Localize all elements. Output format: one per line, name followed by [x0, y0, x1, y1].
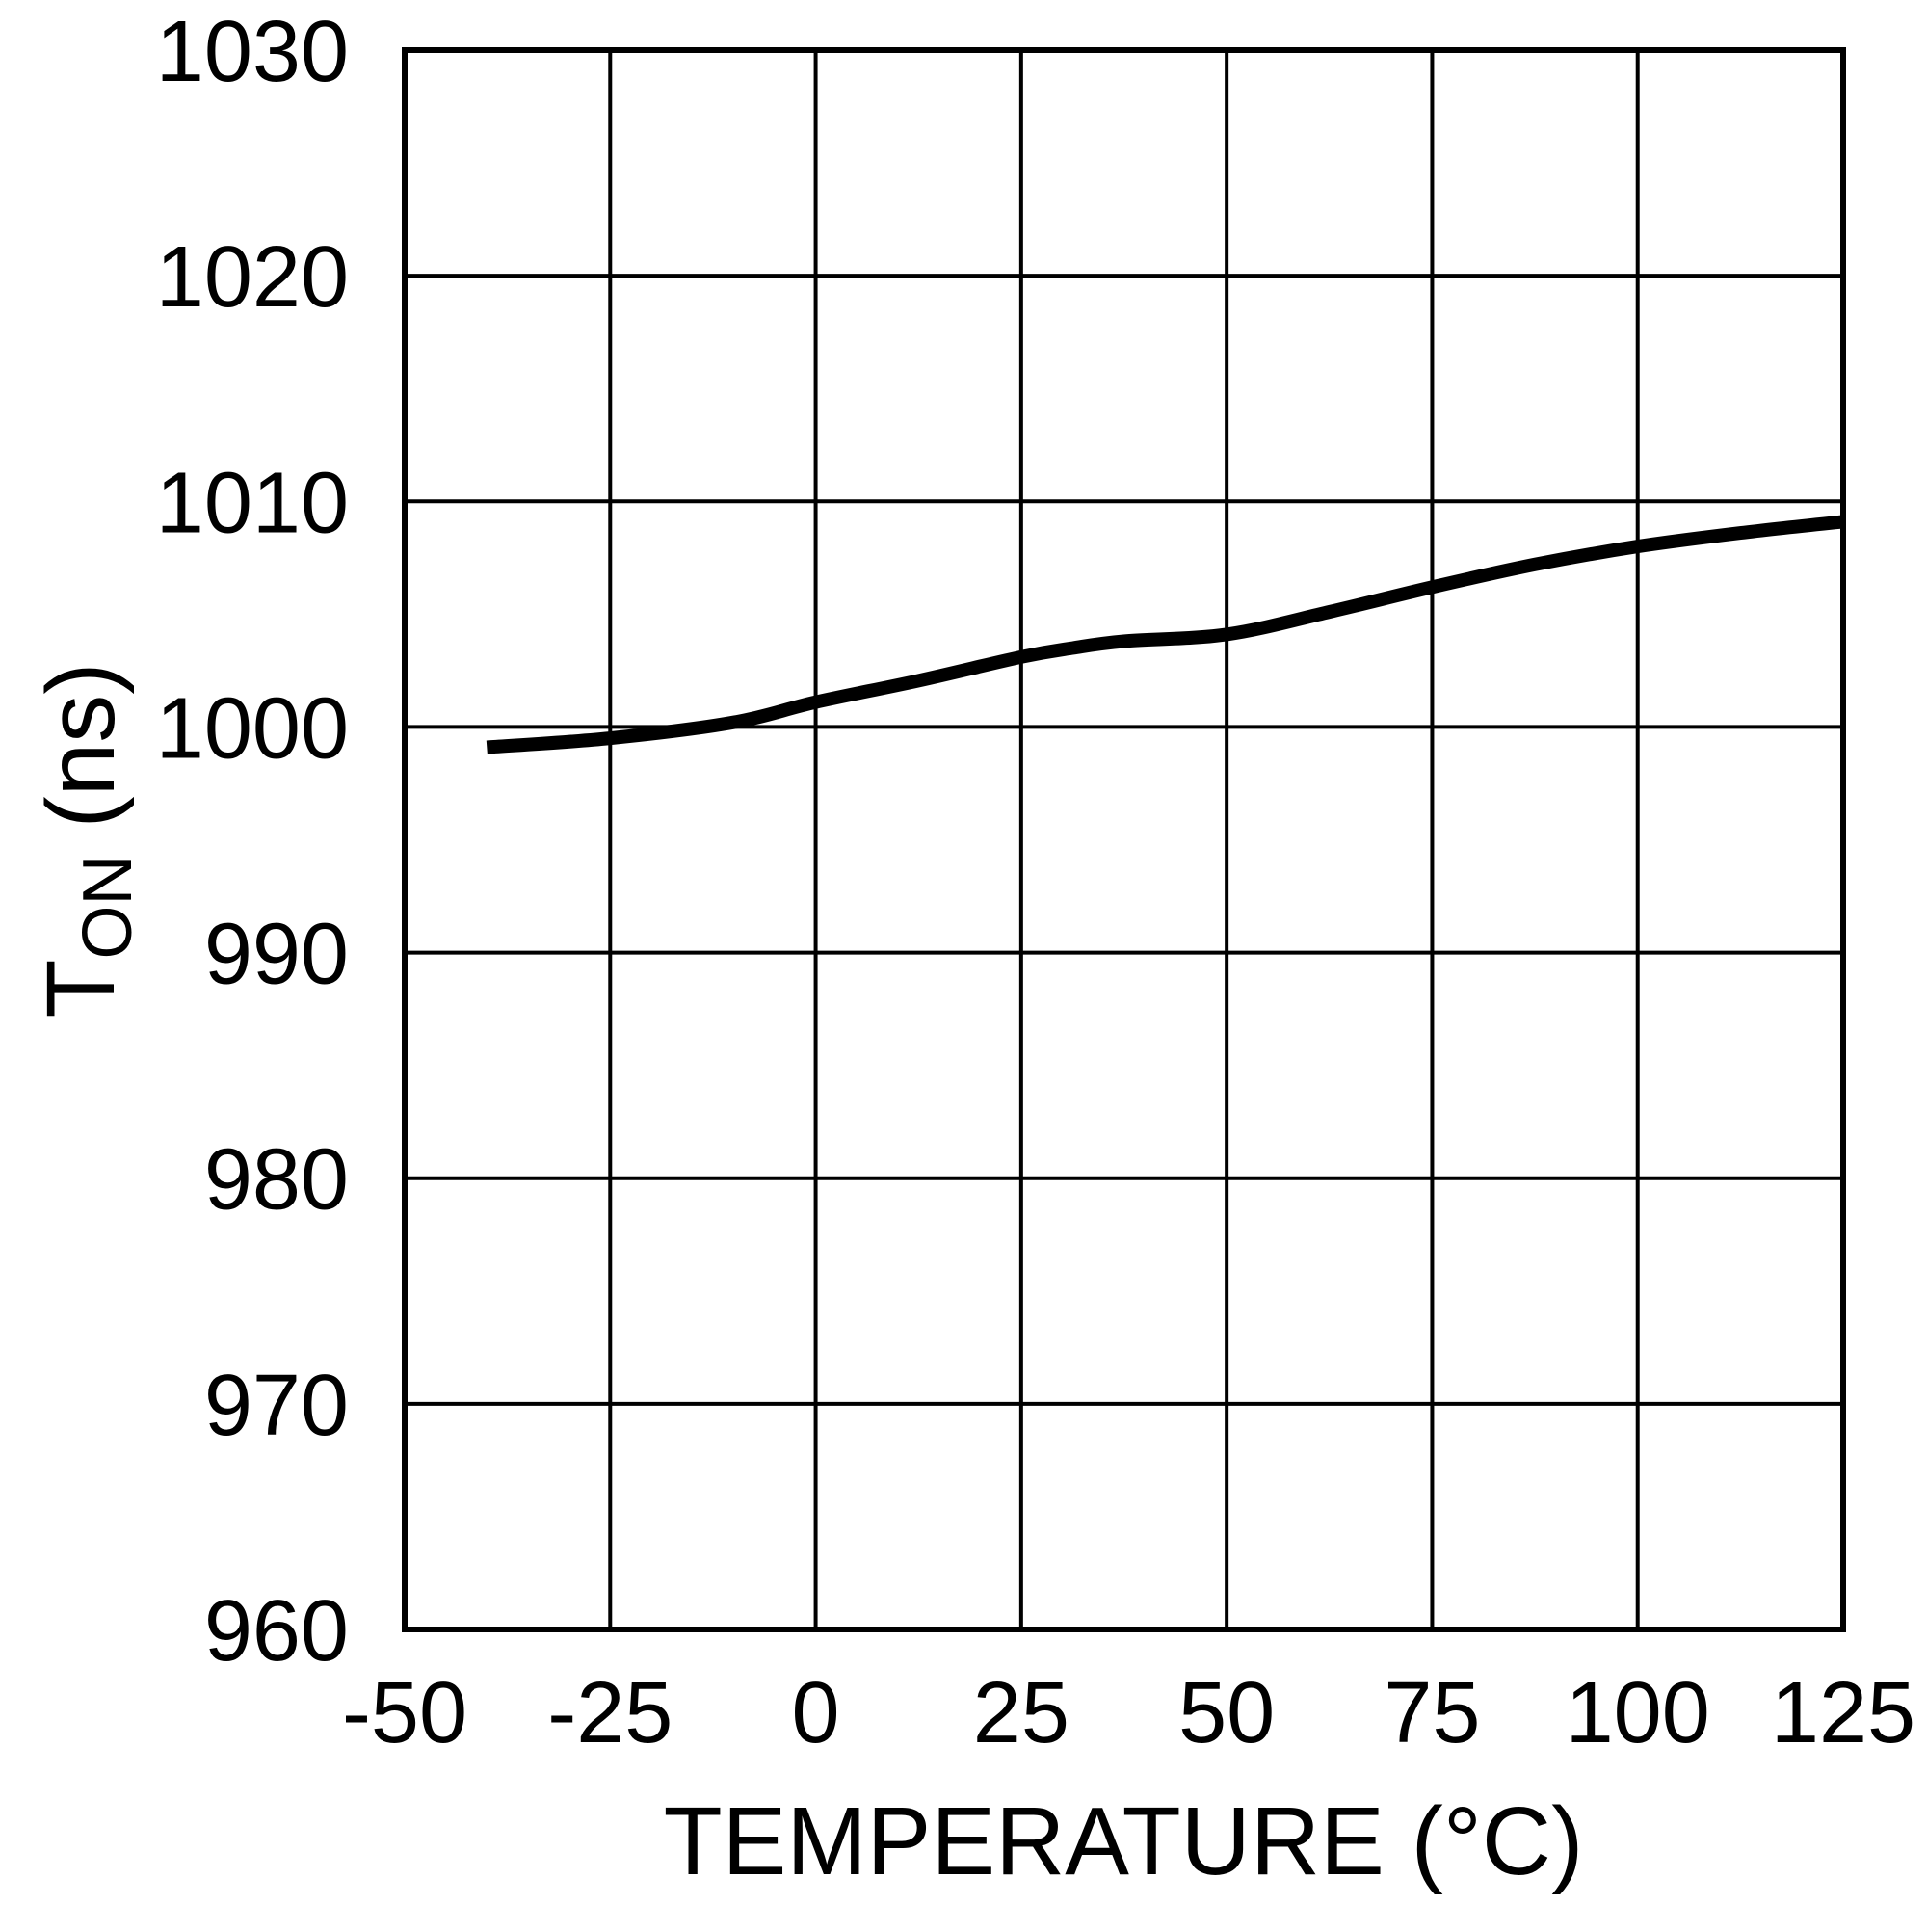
- data-series: [486, 515, 1844, 754]
- y-axis-tick-labels: 960 970 980 990 1000 1010 1020 1030: [156, 4, 349, 1680]
- y-tick-label: 970: [204, 1358, 349, 1454]
- x-tick-label: -25: [547, 1665, 673, 1761]
- y-tick-label: 1010: [156, 455, 349, 551]
- y-tick-label: 990: [204, 907, 349, 1003]
- x-tick-label: 50: [1178, 1665, 1275, 1761]
- x-tick-label: 25: [973, 1665, 1069, 1761]
- y-tick-label: 980: [204, 1132, 349, 1229]
- x-axis-title: TEMPERATURE (°C): [664, 1787, 1584, 1895]
- x-tick-label: -50: [342, 1665, 467, 1761]
- y-tick-label: 1000: [156, 680, 349, 777]
- x-tick-label: 75: [1384, 1665, 1480, 1761]
- x-tick-label: 100: [1566, 1665, 1710, 1761]
- x-tick-label: 0: [792, 1665, 840, 1761]
- y-axis-title: TON (ns): [27, 662, 146, 1018]
- y-tick-label: 960: [204, 1583, 349, 1680]
- x-axis-tick-labels: -50 -25 0 25 50 75 100 125: [342, 1665, 1915, 1761]
- series-line: [486, 515, 1844, 754]
- x-tick-label: 125: [1771, 1665, 1915, 1761]
- y-axis-title-main: T: [27, 959, 135, 1018]
- grid-lines: [405, 50, 1843, 1629]
- y-axis-title-subscript: ON: [69, 855, 146, 959]
- y-axis-title-unit: (ns): [27, 662, 135, 855]
- y-tick-label: 1020: [156, 229, 349, 326]
- y-tick-label: 1030: [156, 4, 349, 100]
- plot-area-border: [402, 47, 1846, 1632]
